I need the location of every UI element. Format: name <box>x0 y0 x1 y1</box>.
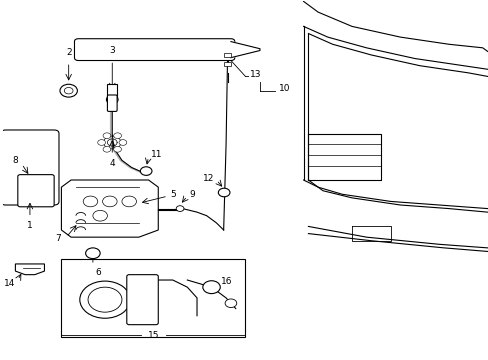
Text: 10: 10 <box>279 84 290 93</box>
FancyBboxPatch shape <box>107 84 117 98</box>
Circle shape <box>203 281 220 294</box>
FancyBboxPatch shape <box>224 62 230 66</box>
Circle shape <box>114 133 121 139</box>
Text: 13: 13 <box>250 70 261 79</box>
Text: 14: 14 <box>4 279 15 288</box>
Text: 5: 5 <box>170 190 176 199</box>
Circle shape <box>114 147 121 152</box>
Circle shape <box>102 196 117 207</box>
Circle shape <box>60 84 77 97</box>
FancyBboxPatch shape <box>1 130 59 205</box>
FancyBboxPatch shape <box>224 53 230 57</box>
Text: 15: 15 <box>147 331 159 340</box>
Text: 7: 7 <box>56 234 61 243</box>
Circle shape <box>83 196 98 207</box>
Circle shape <box>224 299 236 307</box>
FancyBboxPatch shape <box>74 39 234 60</box>
Circle shape <box>176 206 183 211</box>
Text: 8: 8 <box>12 156 18 165</box>
Text: 4: 4 <box>109 158 115 167</box>
FancyBboxPatch shape <box>61 258 245 337</box>
Circle shape <box>103 147 111 152</box>
Text: 16: 16 <box>221 277 232 286</box>
Circle shape <box>106 95 118 104</box>
Circle shape <box>140 167 152 175</box>
Text: 6: 6 <box>95 267 101 276</box>
Circle shape <box>80 281 130 318</box>
Circle shape <box>98 140 105 145</box>
FancyBboxPatch shape <box>126 275 158 325</box>
Text: 1: 1 <box>27 221 33 230</box>
Polygon shape <box>230 41 260 58</box>
Circle shape <box>93 210 107 221</box>
Circle shape <box>119 140 126 145</box>
Text: 2: 2 <box>66 48 71 57</box>
Circle shape <box>85 248 100 258</box>
Text: 9: 9 <box>189 190 195 199</box>
Text: 3: 3 <box>109 46 115 55</box>
Circle shape <box>64 87 73 94</box>
Circle shape <box>88 287 122 312</box>
Circle shape <box>218 188 229 197</box>
Circle shape <box>103 133 111 139</box>
Text: 12: 12 <box>202 174 214 183</box>
Circle shape <box>122 196 136 207</box>
Text: 11: 11 <box>151 150 162 159</box>
FancyBboxPatch shape <box>107 95 117 111</box>
FancyBboxPatch shape <box>18 175 54 207</box>
